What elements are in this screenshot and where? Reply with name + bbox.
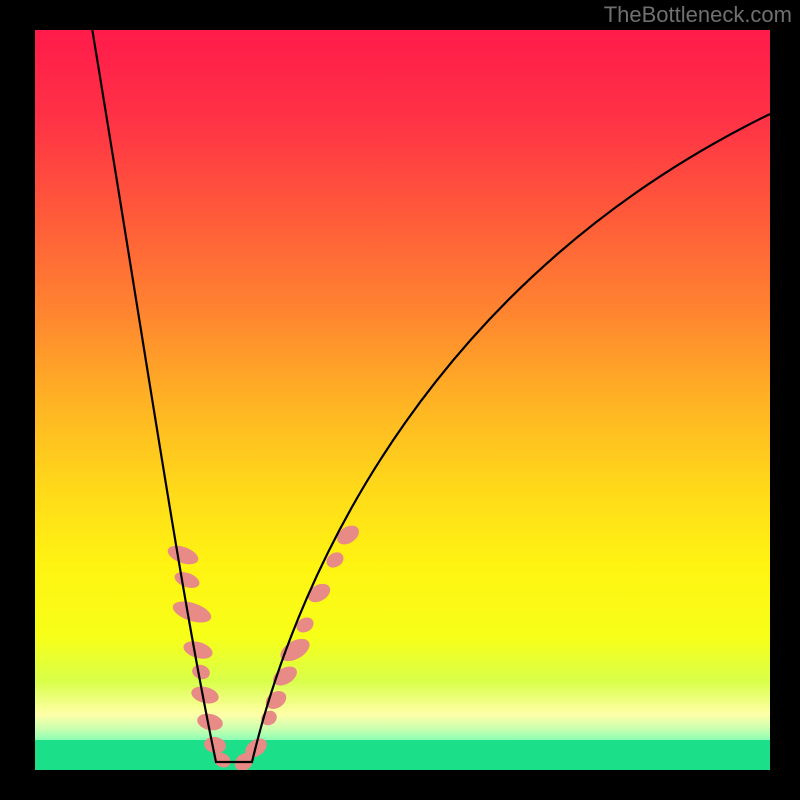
- chart-svg: [0, 0, 800, 800]
- gradient-background: [35, 30, 770, 770]
- bottom-green-band: [35, 740, 770, 770]
- plot-area: [35, 28, 770, 775]
- watermark-label: TheBottleneck.com: [604, 2, 792, 28]
- chart-root: TheBottleneck.com: [0, 0, 800, 800]
